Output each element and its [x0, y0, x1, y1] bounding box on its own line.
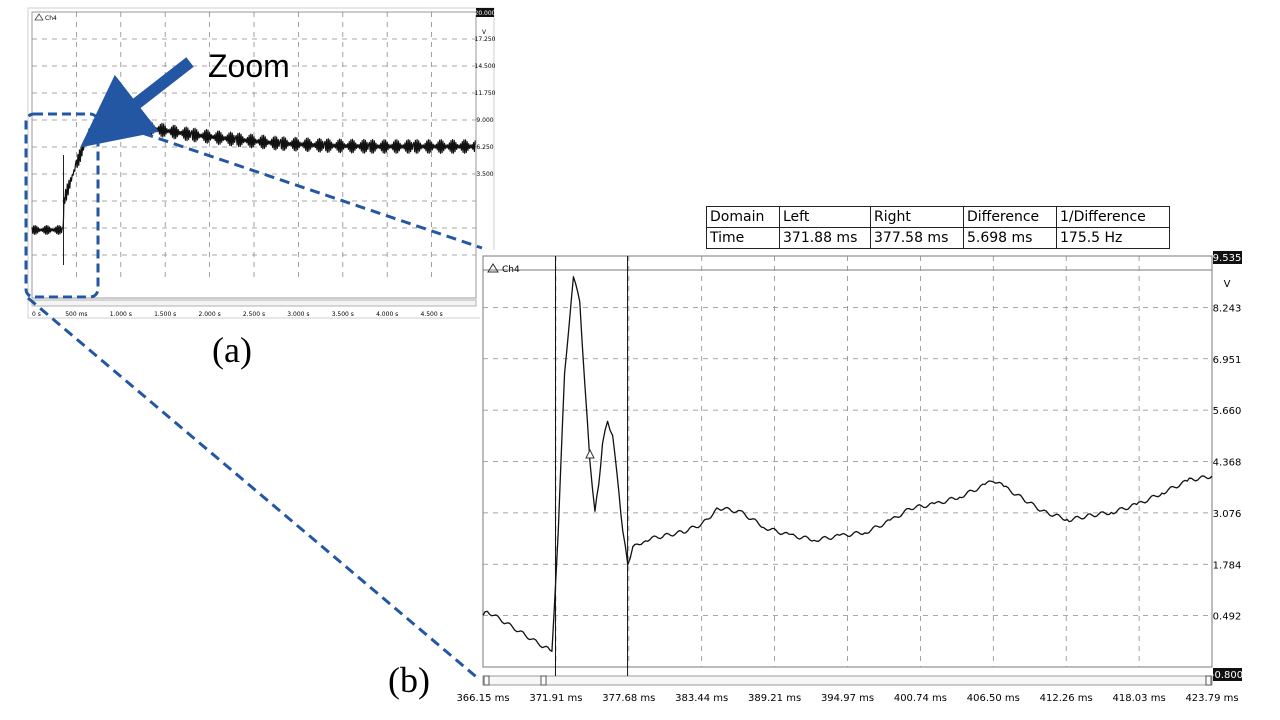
panel-a-x-tick: 1.500 s [154, 311, 176, 318]
cursor-table-cell: 5.698 ms [963, 227, 1057, 249]
panel-b-channel-tag: Ch4 [487, 263, 520, 275]
zoom-arrow [80, 57, 194, 148]
panel-b-grid [483, 256, 1212, 667]
panel-b-scope: Ch4 9.535 -0.800 V 8.243 6.951 5.660 4.368 3… [456, 250, 1243, 710]
panel-b-trace [482, 276, 1213, 653]
panel-a-ymax-label: 20.000 [475, 10, 496, 17]
panel-b-y-tick: 8.243 [1213, 303, 1242, 314]
panel-a-x-tick: 0 s [32, 311, 41, 318]
panel-b-ymax-badge [1213, 251, 1242, 264]
panel-b-cursors[interactable] [554, 256, 629, 676]
panel-a-x-tick: 4.000 s [376, 311, 398, 318]
panel-b-x-tick: 418.03 ms [1113, 693, 1166, 704]
cursor-table-header: 1/Difference [1056, 206, 1170, 228]
cursor-measurement-table: Domain Left Right Difference 1/Differenc… [706, 206, 1170, 249]
panel-b-y-tick: 0.492 [1213, 612, 1242, 623]
panel-a-y-tick-labels: 17.250 14.500 11.750 9.000 6.250 3.500 [475, 36, 496, 178]
panel-b-x-tick: 377.68 ms [602, 693, 655, 704]
panel-a-channel-label: Ch4 [45, 15, 57, 22]
panel-b-x-tick: 383.44 ms [675, 693, 728, 704]
panel-b-y-tick: 5.660 [1213, 406, 1242, 417]
panel-a-ymax-badge [476, 8, 494, 17]
panel-a-y-tick: 11.750 [475, 90, 496, 97]
panel-b-y-tick: 6.951 [1213, 355, 1242, 366]
panel-b-x-tick: 371.91 ms [529, 693, 582, 704]
panel-a-scope: Ch4 20.000 V 17.250 14.500 11.750 9.000 6.25… [27, 7, 496, 319]
panel-a-caption: (a) [212, 330, 252, 370]
cursor-table-header-row: Domain Left Right Difference 1/Differenc… [706, 206, 1170, 228]
panel-b-scroll-handle-left[interactable] [483, 675, 490, 686]
panel-a-y-tick: 14.500 [475, 63, 496, 70]
zoom-label: Zoom [208, 48, 290, 84]
panel-a-x-tick: 3.500 s [332, 311, 354, 318]
panel-b-caption: (b) [388, 660, 430, 700]
panel-a-y-tick: 3.500 [476, 171, 493, 178]
panel-b-x-tick: 366.15 ms [456, 693, 509, 704]
panel-a-y-tick: 9.000 [476, 117, 493, 124]
cursor-table-cell: 377.58 ms [870, 227, 964, 249]
panel-b-x-tick: 412.26 ms [1040, 693, 1093, 704]
cursor-table-cell: 371.88 ms [779, 227, 871, 249]
panel-a-x-tick: 4.500 s [420, 311, 442, 318]
panel-b-x-tick: 406.50 ms [967, 693, 1020, 704]
triangle-icon [34, 13, 44, 21]
panel-b-scrollbar[interactable] [482, 675, 1213, 686]
panel-b-x-tick: 423.79 ms [1185, 693, 1238, 704]
panel-a-x-tick: 2.500 s [243, 311, 265, 318]
panel-b-channel-label: Ch4 [502, 265, 520, 275]
zoom-region-box [24, 112, 100, 299]
panel-b-x-tick-labels: 366.15 ms 371.91 ms 377.68 ms 383.44 ms 389.… [456, 693, 1238, 704]
panel-a-x-tick: 3.000 s [287, 311, 309, 318]
panel-a-channel-tag: Ch4 [34, 13, 57, 22]
panel-b-y-tick: 1.784 [1213, 560, 1242, 571]
panel-b-x-tick: 400.74 ms [894, 693, 947, 704]
trigger-marker-icon [585, 448, 595, 459]
zoom-connector-top [97, 116, 483, 250]
panel-b-y-tick: 4.368 [1213, 458, 1242, 469]
panel-b-ymin-badge [1213, 668, 1242, 681]
cursor-table-cell: 175.5 Hz [1056, 227, 1170, 249]
panel-a-y-unit: V [482, 29, 487, 36]
panel-a-x-tick: 500 ms [65, 311, 87, 318]
panel-b-ymin-label: -0.800 [1211, 670, 1243, 681]
panel-a-x-tick: 1.000 s [110, 311, 132, 318]
panel-b-y-tick-labels: 8.243 6.951 5.660 4.368 3.076 1.784 0.492 [1213, 303, 1242, 622]
panel-b-y-unit: V [1224, 279, 1231, 290]
triangle-icon [487, 263, 499, 273]
panel-a-x-tick: 2.000 s [198, 311, 220, 318]
cursor-table-header: Right [870, 206, 964, 228]
panel-b-x-tick: 389.21 ms [748, 693, 801, 704]
zoom-connector-bottom [27, 296, 481, 682]
cursor-table-header: Difference [963, 206, 1057, 228]
panel-a-x-tick-labels: 0 s 500 ms 1.000 s 1.500 s 2.000 s 2.500 s 3.0… [32, 311, 443, 318]
cursor-table-header: Domain [706, 206, 780, 228]
cursor-table-header: Left [779, 206, 871, 228]
panel-a-y-tick: 6.250 [476, 144, 493, 151]
cursor-table-cell: Time [706, 227, 780, 249]
panel-a-scrollbar[interactable] [31, 299, 477, 307]
panel-b-y-tick: 3.076 [1213, 509, 1242, 520]
panel-b-x-tick: 394.97 ms [821, 693, 874, 704]
cursor-table-row: Time 371.88 ms 377.58 ms 5.698 ms 175.5 … [706, 227, 1170, 249]
panel-b-scroll-handle-right[interactable] [1205, 675, 1212, 686]
panel-b-scroll-handle-mid[interactable] [540, 675, 547, 686]
panel-b-ymax-label: 9.535 [1213, 253, 1242, 264]
panel-a-y-tick: 17.250 [475, 36, 496, 43]
